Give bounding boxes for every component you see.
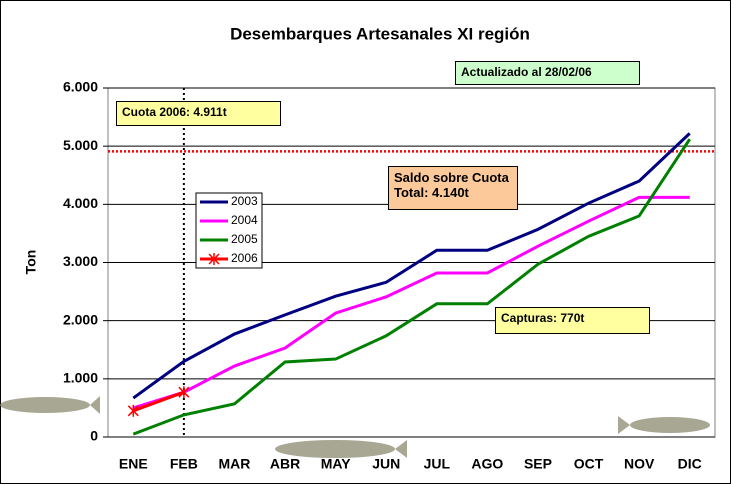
chart-container: Desembarques Artesanales XI región Ton 0… <box>0 0 731 484</box>
y-tick-label: 3.000 <box>63 253 98 269</box>
quota-annotation: Cuota 2006: 4.911t <box>116 101 281 126</box>
x-tick-label: FEB <box>170 456 198 472</box>
balance-annotation: Saldo sobre Cuota Total: 4.140t <box>388 166 518 210</box>
x-tick-label: AGO <box>471 456 503 472</box>
y-tick-label: 1.000 <box>63 370 98 386</box>
x-tick-label: JUL <box>424 456 451 472</box>
x-tick-label: MAY <box>321 456 351 472</box>
balance-line: Saldo sobre Cuota <box>394 170 512 185</box>
legend-label: 2004 <box>231 213 258 227</box>
x-tick-label: ABR <box>270 456 300 472</box>
x-tick-label: SEP <box>524 456 552 472</box>
x-tick-label: DIC <box>678 456 702 472</box>
legend-label: 2005 <box>231 232 258 246</box>
legend-label: 2006 <box>231 251 258 265</box>
x-tick-label: NOV <box>624 456 655 472</box>
y-tick-label: 5.000 <box>63 137 98 153</box>
legend-label: 2003 <box>231 194 258 208</box>
y-tick-label: 4.000 <box>63 195 98 211</box>
y-tick-label: 0 <box>90 428 98 444</box>
x-tick-label: ENE <box>119 456 148 472</box>
y-tick-label: 6.000 <box>63 79 98 95</box>
chart-title: Desembarques Artesanales XI región <box>230 24 530 43</box>
x-tick-label: OCT <box>574 456 604 472</box>
catches-annotation: Capturas: 770t <box>495 307 650 334</box>
x-tick-label: MAR <box>219 456 251 472</box>
y-tick-label: 2.000 <box>63 311 98 327</box>
y-axis-title: Ton <box>23 250 39 275</box>
updated-annotation: Actualizado al 28/02/06 <box>455 61 640 85</box>
x-tick-label: JUN <box>372 456 400 472</box>
balance-line: Total: 4.140t <box>394 185 512 200</box>
